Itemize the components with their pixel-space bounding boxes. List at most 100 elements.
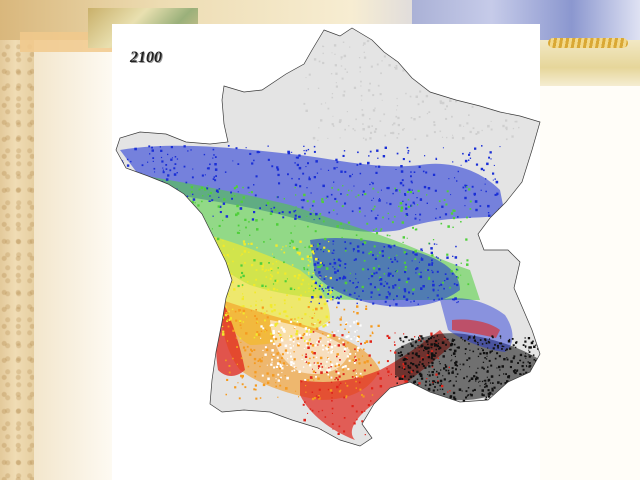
map-speckle — [274, 337, 278, 341]
map-speckle — [484, 338, 487, 341]
map-speckle — [255, 278, 258, 281]
map-speckle — [420, 258, 424, 261]
map-speckle — [308, 339, 311, 342]
map-speckle — [370, 296, 373, 298]
map-speckle — [261, 284, 264, 287]
map-speckle — [339, 119, 342, 122]
map-speckle — [433, 299, 435, 301]
map-speckle — [388, 286, 391, 289]
map-speckle — [410, 388, 413, 391]
map-speckle — [469, 379, 471, 382]
map-speckle — [370, 400, 372, 402]
map-speckle — [276, 196, 279, 199]
map-speckle — [272, 324, 274, 326]
map-speckle — [461, 390, 463, 392]
map-speckle — [405, 336, 408, 339]
map-speckle — [377, 191, 379, 193]
map-speckle — [372, 182, 374, 185]
map-speckle — [239, 229, 241, 231]
map-speckle — [410, 171, 412, 173]
map-speckle — [403, 333, 405, 335]
map-speckle — [254, 315, 256, 317]
map-speckle — [418, 363, 420, 366]
map-speckle — [402, 363, 405, 366]
map-speckle — [506, 348, 508, 351]
map-speckle — [423, 340, 425, 342]
map-speckle — [387, 291, 390, 293]
map-speckle — [199, 255, 201, 257]
map-speckle — [450, 48, 454, 52]
map-speckle — [353, 259, 356, 261]
map-speckle — [411, 182, 413, 184]
map-speckle — [359, 71, 361, 73]
map-speckle — [388, 256, 390, 259]
map-speckle — [200, 186, 204, 189]
map-speckle — [327, 357, 329, 359]
map-speckle — [388, 375, 390, 377]
map-speckle — [163, 283, 165, 285]
map-speckle — [515, 399, 518, 402]
map-speckle — [431, 259, 433, 262]
map-speckle — [351, 405, 354, 408]
map-speckle — [413, 300, 415, 302]
map-speckle — [524, 393, 526, 395]
map-speckle — [255, 333, 259, 336]
map-speckle — [448, 178, 450, 180]
map-speckle — [468, 188, 471, 191]
map-speckle — [284, 375, 286, 377]
map-speckle — [460, 164, 462, 166]
map-speckle — [435, 348, 437, 351]
map-speckle — [302, 198, 305, 202]
map-speckle — [349, 352, 352, 356]
map-speckle — [405, 92, 407, 95]
map-speckle — [434, 339, 438, 343]
map-speckle — [339, 295, 342, 298]
map-speckle — [269, 332, 272, 335]
map-speckle — [379, 251, 381, 254]
map-speckle — [372, 208, 375, 211]
map-speckle — [273, 342, 276, 345]
map-speckle — [360, 299, 362, 301]
map-speckle — [492, 63, 496, 66]
map-speckle — [300, 283, 303, 286]
map-speckle — [320, 264, 323, 267]
map-speckle — [412, 338, 414, 341]
map-speckle — [261, 374, 264, 377]
map-speckle — [524, 345, 527, 348]
map-speckle — [197, 204, 200, 207]
map-speckle — [210, 191, 212, 194]
map-speckle — [396, 295, 398, 298]
map-speckle — [256, 246, 258, 249]
map-speckle — [465, 396, 467, 399]
map-speckle — [468, 336, 471, 339]
map-speckle — [190, 149, 192, 151]
map-speckle — [194, 235, 196, 238]
map-speckle — [334, 345, 336, 347]
map-speckle — [219, 303, 222, 306]
map-speckle — [369, 82, 371, 85]
map-speckle — [436, 294, 439, 297]
map-speckle — [487, 347, 489, 349]
map-speckle — [126, 202, 128, 205]
map-speckle — [420, 345, 423, 348]
map-speckle — [265, 269, 267, 271]
map-speckle — [272, 374, 275, 377]
map-speckle — [323, 302, 327, 306]
map-speckle — [205, 242, 207, 244]
map-speckle — [306, 215, 308, 217]
map-speckle — [276, 168, 280, 171]
map-speckle — [485, 85, 487, 87]
map-speckle — [278, 312, 281, 315]
map-speckle — [490, 120, 492, 122]
map-speckle — [337, 344, 340, 347]
map-speckle — [498, 374, 501, 377]
map-speckle — [463, 377, 465, 380]
map-speckle — [339, 137, 341, 139]
map-speckle — [231, 308, 234, 311]
map-speckle — [266, 316, 269, 319]
map-speckle — [411, 260, 413, 262]
map-speckle — [462, 399, 466, 403]
map-speckle — [269, 277, 272, 280]
map-speckle — [533, 358, 536, 361]
map-speckle — [475, 163, 479, 166]
